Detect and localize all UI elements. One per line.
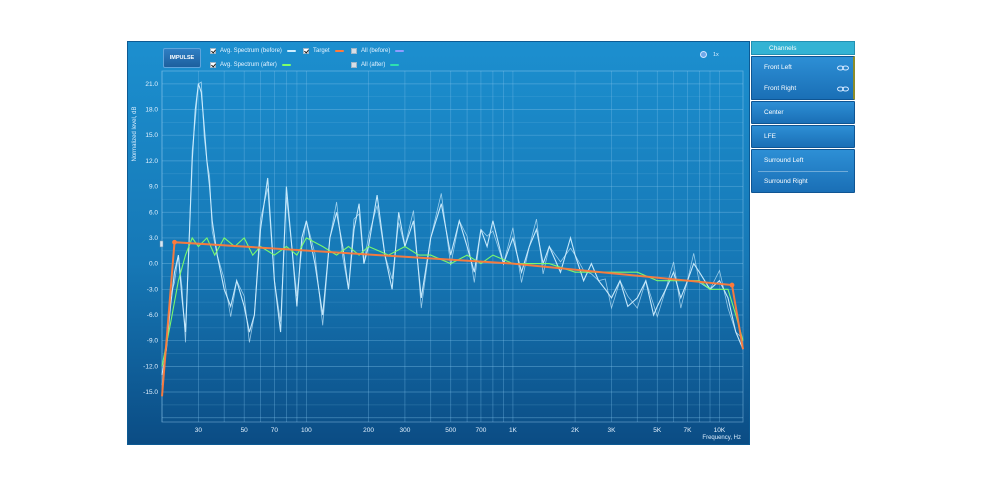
channels-panel: Channels Front Left Front Right Center L… [751, 41, 855, 193]
avg-before-checkbox[interactable] [210, 47, 216, 54]
x-tick-label: 30 [195, 427, 203, 434]
series-avg-after [161, 236, 744, 367]
y-tick-label: 15.0 [145, 132, 158, 139]
target-swatch [334, 49, 344, 52]
legend-label: Avg. Spectrum (after) [220, 61, 277, 68]
all-after-swatch [390, 63, 400, 66]
x-tick-label: 500 [445, 427, 456, 434]
x-tick-label: 300 [399, 427, 410, 434]
x-tick-label: 10K [714, 427, 726, 434]
channel-lfe[interactable]: LFE [752, 126, 854, 147]
legend-label: All (after) [361, 61, 386, 68]
channel-group-center: Center [751, 101, 855, 124]
avg-before-swatch [286, 49, 296, 52]
x-tick-label: 100 [301, 427, 312, 434]
legend-label: Target [313, 47, 330, 54]
zoom-control[interactable]: 1x [700, 51, 719, 58]
all-before-checkbox[interactable] [351, 47, 357, 54]
y-tick-label: -6.0 [147, 312, 159, 319]
y-tick-label: 18.0 [145, 107, 158, 114]
legend-target[interactable]: Target [303, 46, 344, 55]
channel-label: Surround Left [764, 157, 804, 164]
channel-label: Center [764, 109, 784, 116]
target-control-point [172, 239, 177, 245]
y-tick-label: 0.0 [149, 261, 158, 268]
x-tick-label: 7K [683, 427, 692, 434]
avg-after-swatch [281, 63, 291, 66]
y-tick-label: -15.0 [143, 389, 158, 396]
x-tick-label: 5K [653, 427, 662, 434]
target-checkbox[interactable] [303, 47, 309, 54]
target-control-point [729, 282, 735, 288]
all-before-swatch [395, 49, 405, 52]
chart-panel: 21.0 18.0 15.0 12.0 9.0 6.0 3.0 0.0 -3.0 -6.0 -9.0… [127, 41, 750, 445]
y-tick-label: 6.0 [149, 209, 158, 216]
series-target [161, 241, 744, 397]
frequency-response-plot: 21.0 18.0 15.0 12.0 9.0 6.0 3.0 0.0 -3.0 -6.0 -9.0… [143, 70, 744, 434]
channel-label: LFE [764, 133, 776, 140]
series-avg-before-alt [161, 81, 744, 386]
x-tick-label: 700 [475, 427, 486, 434]
y-tick-label: -3.0 [147, 286, 159, 293]
channel-center[interactable]: Center [752, 102, 854, 123]
channel-label: Front Right [764, 85, 797, 92]
series-lines [161, 81, 744, 397]
x-tick-label: 50 [241, 427, 249, 434]
zoom-radio-icon[interactable] [700, 51, 707, 58]
all-after-checkbox[interactable] [351, 61, 357, 68]
legend-label: All (before) [361, 47, 391, 54]
zoom-label: 1x [713, 51, 719, 58]
legend-avg-before[interactable]: Avg. Spectrum (before) [210, 46, 296, 55]
series-avg-before [161, 83, 744, 375]
impulse-button[interactable]: IMPULSE [163, 48, 201, 68]
channel-surround-right[interactable]: Surround Right [752, 171, 854, 192]
y-tick-label: 12.0 [145, 158, 158, 165]
channel-label: Surround Right [764, 178, 808, 185]
y-axis-ticks: 21.0 18.0 15.0 12.0 9.0 6.0 3.0 0.0 -3.0 -6.0 -9.0… [143, 81, 158, 396]
x-tick-label: 70 [271, 427, 279, 434]
link-icon[interactable] [837, 86, 849, 92]
level-slider-handle [159, 240, 164, 248]
legend-all-before[interactable]: All (before) [351, 46, 405, 55]
y-tick-label: -12.0 [143, 363, 158, 370]
channel-group-front: Front Left Front Right [751, 56, 855, 100]
x-tick-label: 3K [607, 427, 616, 434]
link-icon[interactable] [837, 65, 849, 71]
x-axis-label: Frequency, Hz [702, 435, 741, 441]
y-tick-label: 21.0 [145, 81, 158, 88]
y-tick-label: 3.0 [149, 235, 158, 242]
channel-group-lfe: LFE [751, 125, 855, 148]
y-tick-label: 9.0 [149, 184, 158, 191]
legend-avg-after[interactable]: Avg. Spectrum (after) [210, 60, 291, 69]
channel-front-left[interactable]: Front Left [752, 57, 853, 78]
channel-front-right[interactable]: Front Right [752, 78, 853, 99]
x-tick-label: 2K [571, 427, 580, 434]
avg-after-checkbox[interactable] [210, 61, 216, 68]
y-tick-label: -9.0 [147, 338, 159, 345]
legend-label: Avg. Spectrum (before) [220, 47, 282, 54]
x-axis-ticks: 30 50 70 100 200 300 500 700 1K 2K 3K 5K 7K 10K [195, 427, 726, 434]
x-tick-label: 200 [363, 427, 374, 434]
y-axis-label: Normalized level, dB [132, 106, 138, 162]
channels-header: Channels [751, 41, 855, 55]
channel-surround-left[interactable]: Surround Left [752, 150, 854, 171]
channel-group-surround: Surround Left Surround Right [751, 149, 855, 193]
legend-all-after[interactable]: All (after) [351, 60, 400, 69]
x-tick-label: 1K [509, 427, 518, 434]
channel-label: Front Left [764, 64, 792, 71]
